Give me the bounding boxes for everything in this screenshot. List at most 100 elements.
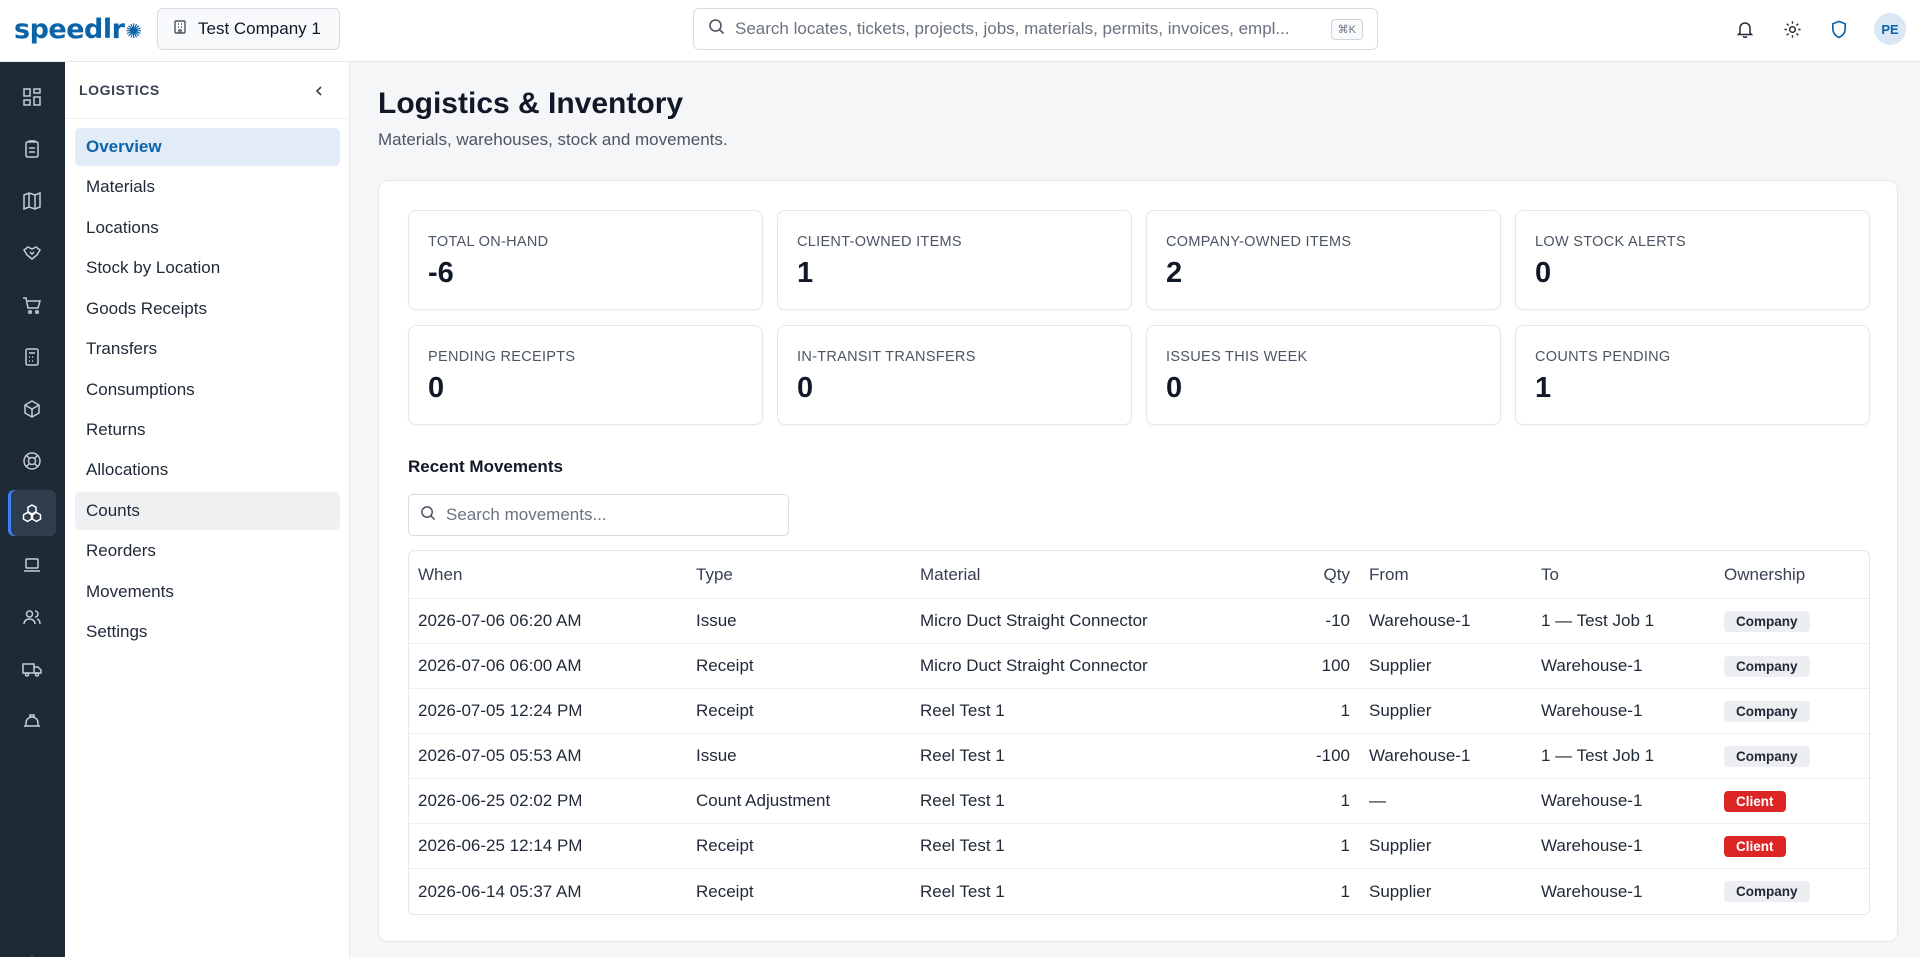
rail-cart-icon[interactable] [8, 282, 56, 328]
sidebar-item-settings[interactable]: Settings [86, 622, 148, 641]
rail-laptop-icon[interactable] [8, 542, 56, 588]
stat-card-counts-pending: COUNTS PENDING 1 [1515, 325, 1870, 425]
table-row[interactable]: 2026-07-05 05:53 AM Issue Reel Test 1 -1… [409, 734, 1869, 779]
rail-settings-icon[interactable] [8, 942, 56, 957]
company-switcher-button[interactable]: Test Company 1 [157, 8, 340, 50]
logo-gear-icon: ✺ [125, 19, 142, 43]
search-icon [708, 18, 725, 40]
stat-label: COUNTS PENDING [1535, 349, 1671, 365]
stat-value: 0 [428, 372, 445, 404]
global-search-input[interactable] [735, 19, 1325, 39]
cell-material: Reel Test 1 [920, 746, 1005, 765]
column-header-when[interactable]: When [418, 564, 463, 584]
sidebar-item-transfers[interactable]: Transfers [86, 339, 158, 358]
cell-qty: 1 [1340, 881, 1350, 901]
sidebar-item-counts[interactable]: Counts [75, 492, 340, 530]
column-header-qty[interactable]: Qty [1323, 564, 1350, 584]
cell-qty: 1 [1340, 701, 1350, 720]
column-header-material[interactable]: Material [920, 564, 981, 584]
movements-table: When Type Material Qty From To Ownership… [408, 550, 1870, 915]
sidebar-item-stock-by-location[interactable]: Stock by Location [86, 258, 221, 277]
sidebar-item-allocations[interactable]: Allocations [86, 460, 169, 479]
column-header-ownership[interactable]: Ownership [1724, 564, 1806, 584]
cell-material: Reel Test 1 [920, 791, 1005, 810]
rail-map-icon[interactable] [8, 178, 56, 224]
ownership-badge: Company [1724, 610, 1810, 632]
app-nav-rail [0, 62, 65, 957]
user-avatar[interactable]: PE [1874, 13, 1906, 45]
cell-from: Warehouse-1 [1369, 611, 1471, 630]
collapse-sidebar-icon[interactable] [309, 81, 329, 101]
rail-clipboard-icon[interactable] [8, 126, 56, 172]
building-icon [172, 19, 188, 40]
cell-when: 2026-07-06 06:00 AM [418, 656, 582, 675]
stat-card-pending-receipts: PENDING RECEIPTS 0 [408, 325, 763, 425]
cell-ownership: Company [1724, 599, 1810, 643]
cell-when: 2026-07-05 12:24 PM [418, 701, 583, 720]
stat-value: 0 [797, 372, 814, 404]
cell-type: Receipt [696, 656, 754, 675]
ownership-badge: Client [1724, 790, 1786, 812]
ownership-badge: Company [1724, 700, 1810, 722]
cell-ownership: Company [1724, 689, 1810, 733]
column-header-type[interactable]: Type [696, 564, 733, 584]
cell-type: Issue [696, 746, 737, 765]
brand-logo[interactable]: speedlr✺ [14, 14, 142, 45]
sidebar-item-returns[interactable]: Returns [86, 420, 146, 439]
rail-calculator-icon[interactable] [8, 334, 56, 380]
table-row[interactable]: 2026-06-25 02:02 PM Count Adjustment Ree… [409, 779, 1869, 824]
cell-to: 1 — Test Job 1 [1541, 611, 1655, 630]
rail-handshake-icon[interactable] [8, 230, 56, 276]
rail-hardhat-icon[interactable] [8, 698, 56, 744]
sidebar-item-movements[interactable]: Movements [86, 582, 174, 601]
sidebar-item-goods-receipts[interactable]: Goods Receipts [86, 299, 207, 318]
gear-icon[interactable] [1780, 17, 1804, 41]
ownership-badge: Company [1724, 881, 1810, 902]
cell-when: 2026-06-14 05:37 AM [418, 881, 582, 901]
rail-logistics-icon[interactable] [8, 490, 56, 536]
cell-ownership: Company [1724, 734, 1810, 778]
table-row[interactable]: 2026-06-25 12:14 PM Receipt Reel Test 1 … [409, 824, 1869, 869]
shield-icon[interactable] [1827, 17, 1851, 41]
cell-ownership: Company [1724, 869, 1810, 914]
recent-movements-title: Recent Movements [408, 457, 563, 476]
table-row[interactable]: 2026-07-05 12:24 PM Receipt Reel Test 1 … [409, 689, 1869, 734]
cell-ownership: Client [1724, 779, 1786, 823]
cell-from: Warehouse-1 [1369, 746, 1471, 765]
sidebar-item-reorders[interactable]: Reorders [86, 541, 156, 560]
cell-to: 1 — Test Job 1 [1541, 746, 1655, 765]
stat-card-low-stock: LOW STOCK ALERTS 0 [1515, 210, 1870, 310]
ownership-badge: Company [1724, 655, 1810, 677]
movements-search-input[interactable] [446, 505, 766, 525]
bell-icon[interactable] [1733, 17, 1757, 41]
cell-material: Reel Test 1 [920, 701, 1005, 720]
stat-card-in-transit: IN-TRANSIT TRANSFERS 0 [777, 325, 1132, 425]
rail-lifebuoy-icon[interactable] [8, 438, 56, 484]
sidebar-item-overview[interactable]: Overview [75, 128, 340, 166]
sidebar-item-materials[interactable]: Materials [86, 177, 155, 196]
logistics-sidebar: LOGISTICS Overview Materials Locations S… [65, 62, 350, 957]
sidebar-item-consumptions[interactable]: Consumptions [86, 380, 195, 399]
sidebar-item-locations[interactable]: Locations [86, 218, 159, 237]
rail-dashboard-icon[interactable] [8, 74, 56, 120]
stat-card-company-owned: COMPANY-OWNED ITEMS 2 [1146, 210, 1501, 310]
cell-material: Micro Duct Straight Connector [920, 656, 1148, 675]
column-header-to[interactable]: To [1541, 564, 1559, 584]
cell-qty: 100 [1321, 656, 1350, 675]
column-header-from[interactable]: From [1369, 564, 1409, 584]
movements-search[interactable] [408, 494, 789, 536]
global-search[interactable]: ⌘K [693, 8, 1378, 50]
rail-box-icon[interactable] [8, 386, 56, 432]
cell-to: Warehouse-1 [1541, 836, 1643, 855]
cell-qty: -10 [1325, 611, 1350, 630]
table-row[interactable]: 2026-07-06 06:00 AM Receipt Micro Duct S… [409, 644, 1869, 689]
stat-value: 1 [797, 257, 814, 289]
rail-users-icon[interactable] [8, 594, 56, 640]
table-row[interactable]: 2026-07-06 06:20 AM Issue Micro Duct Str… [409, 599, 1869, 644]
stat-label: CLIENT-OWNED ITEMS [797, 234, 962, 250]
stat-card-issues-this-week: ISSUES THIS WEEK 0 [1146, 325, 1501, 425]
stat-label: LOW STOCK ALERTS [1535, 234, 1686, 250]
table-row[interactable]: 2026-06-14 05:37 AM Receipt Reel Test 1 … [409, 869, 1869, 914]
cell-when: 2026-06-25 02:02 PM [418, 791, 583, 810]
rail-truck-icon[interactable] [8, 646, 56, 692]
